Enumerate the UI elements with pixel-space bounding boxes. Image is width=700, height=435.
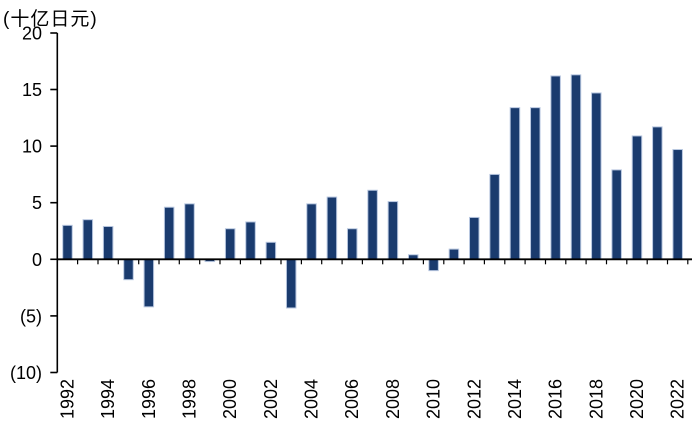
y-tick-label: 20 <box>22 23 42 43</box>
y-tick-label: 5 <box>32 193 42 213</box>
bar-1992 <box>62 224 73 260</box>
x-tick-label: 2018 <box>586 379 606 419</box>
chart-title: (十亿日元) <box>3 9 98 30</box>
bar-2012 <box>469 216 480 260</box>
bar-1997 <box>163 206 175 260</box>
y-tick-label: (10) <box>10 363 42 383</box>
x-tick-label: 1992 <box>58 379 78 419</box>
bar-2008 <box>387 201 399 260</box>
x-tick-label: 1998 <box>180 379 200 419</box>
bar-2011 <box>448 248 460 260</box>
bar-2015 <box>530 107 541 260</box>
x-tick-label: 2012 <box>464 379 484 419</box>
x-tick-label: 2000 <box>220 379 240 419</box>
x-tick-label: 2008 <box>383 379 403 419</box>
bar-2020 <box>631 135 643 260</box>
bar-2013 <box>489 173 500 260</box>
bar-2014 <box>509 107 521 260</box>
bar-1993 <box>82 219 94 260</box>
bar-1995 <box>123 258 134 281</box>
x-tick-label: 2002 <box>261 379 281 419</box>
x-tick-label: 2006 <box>342 379 362 419</box>
x-tick-label: 2022 <box>668 379 688 419</box>
bar-2017 <box>570 74 582 260</box>
bar-2021 <box>652 126 663 260</box>
bar-1994 <box>102 225 114 260</box>
bar-2004 <box>306 203 317 260</box>
bar-2010 <box>428 258 439 272</box>
x-tick-label: 2010 <box>424 379 444 419</box>
bar-2016 <box>550 75 561 260</box>
x-tick-label: 1994 <box>98 379 118 419</box>
x-tick-label: 2004 <box>302 379 322 419</box>
bar-2018 <box>591 92 602 260</box>
x-tick-label: 2014 <box>505 379 525 419</box>
bar-2002 <box>265 241 277 260</box>
y-tick-label: 10 <box>22 137 42 157</box>
bar-2006 <box>346 228 358 260</box>
bar-2022 <box>672 149 683 260</box>
x-tick-label: 2020 <box>627 379 647 419</box>
bar-2019 <box>611 169 622 260</box>
bar-1998 <box>184 203 195 260</box>
y-tick-label: 15 <box>22 80 42 100</box>
y-tick-label: (5) <box>20 306 42 326</box>
bar-2000 <box>224 228 236 260</box>
bar-2003 <box>285 258 297 309</box>
bar-1996 <box>143 258 155 308</box>
bar-2001 <box>245 221 256 260</box>
x-tick-label: 1996 <box>139 379 159 419</box>
y-tick-label: 0 <box>32 250 42 270</box>
x-tick-label: 2016 <box>546 379 566 419</box>
bar-2007 <box>367 189 378 260</box>
bar-2005 <box>326 196 338 260</box>
